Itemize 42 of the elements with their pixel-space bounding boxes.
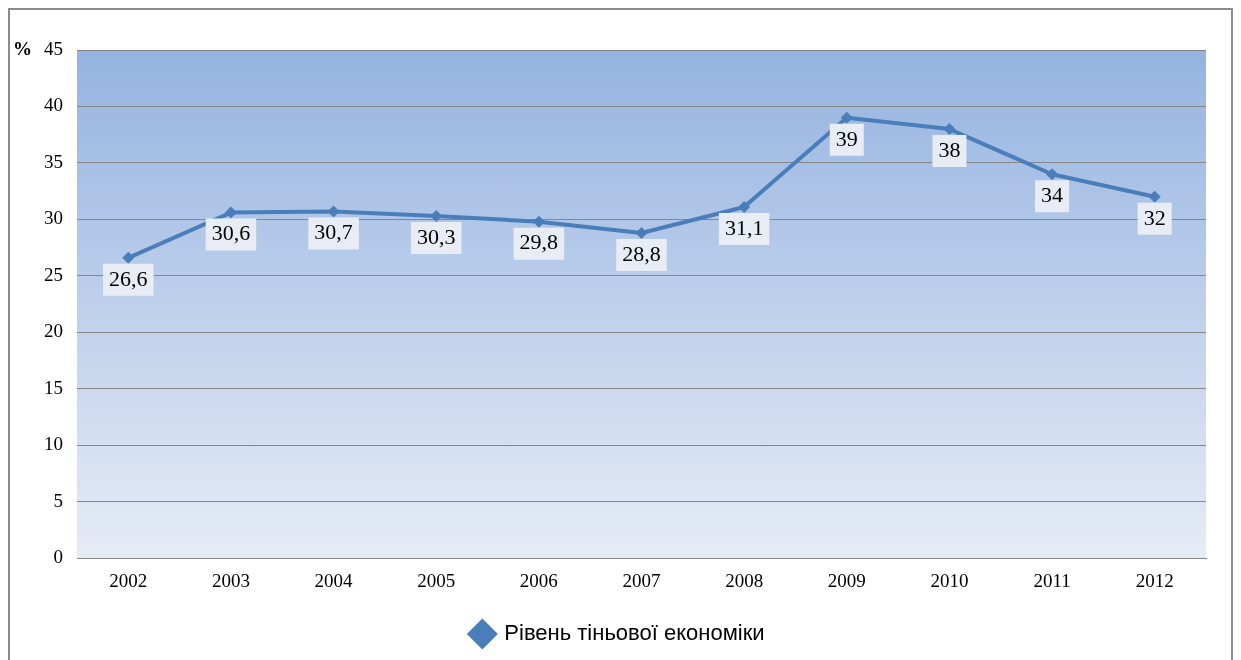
data-label: 30,3 bbox=[416, 223, 456, 249]
x-tick-label: 2012 bbox=[1135, 569, 1174, 591]
x-tick-label: 2002 bbox=[109, 569, 148, 591]
x-tick-label: 2010 bbox=[930, 569, 969, 591]
y-tick-label: 0 bbox=[53, 546, 63, 568]
data-label: 30,6 bbox=[211, 220, 251, 246]
data-label: 29,8 bbox=[519, 229, 559, 255]
data-label: 38 bbox=[938, 136, 961, 162]
data-label: 32 bbox=[1143, 204, 1166, 230]
data-label: 31,1 bbox=[724, 214, 764, 240]
x-tick-label: 2005 bbox=[417, 569, 456, 591]
y-tick-label: 10 bbox=[44, 433, 63, 455]
y-tick-label: 15 bbox=[44, 376, 63, 398]
point bbox=[1046, 168, 1059, 181]
data-label: 28,8 bbox=[622, 240, 661, 266]
data-label: 39 bbox=[835, 125, 858, 151]
y-tick-label: 35 bbox=[44, 150, 63, 172]
y-tick-label: 5 bbox=[53, 489, 63, 511]
point bbox=[635, 226, 648, 239]
point bbox=[224, 206, 237, 219]
data-label: 26,6 bbox=[109, 265, 148, 291]
point bbox=[840, 111, 853, 124]
data-label: 34 bbox=[1041, 182, 1064, 208]
x-tick-label: 2011 bbox=[1033, 569, 1071, 591]
point bbox=[943, 123, 956, 136]
y-tick-label: 40 bbox=[44, 94, 63, 116]
point bbox=[1148, 190, 1161, 203]
x-tick-label: 2004 bbox=[314, 569, 354, 591]
x-tick-label: 2008 bbox=[725, 569, 764, 591]
y-tick-label: 25 bbox=[44, 263, 63, 285]
data-label: 30,7 bbox=[314, 219, 353, 245]
x-tick-label: 2003 bbox=[211, 569, 250, 591]
y-tick-label: 30 bbox=[44, 207, 63, 229]
y-tick-label: 20 bbox=[44, 320, 63, 342]
x-tick-label: 2009 bbox=[827, 569, 866, 591]
x-tick-label: 2007 bbox=[622, 569, 661, 591]
legend-label: Рівень тіньової економіки bbox=[504, 620, 765, 646]
x-tick-label: 2006 bbox=[519, 569, 558, 591]
y-axis-title: % bbox=[13, 37, 32, 59]
point bbox=[738, 200, 751, 213]
y-tick-label: 45 bbox=[44, 37, 63, 59]
point bbox=[122, 251, 135, 264]
